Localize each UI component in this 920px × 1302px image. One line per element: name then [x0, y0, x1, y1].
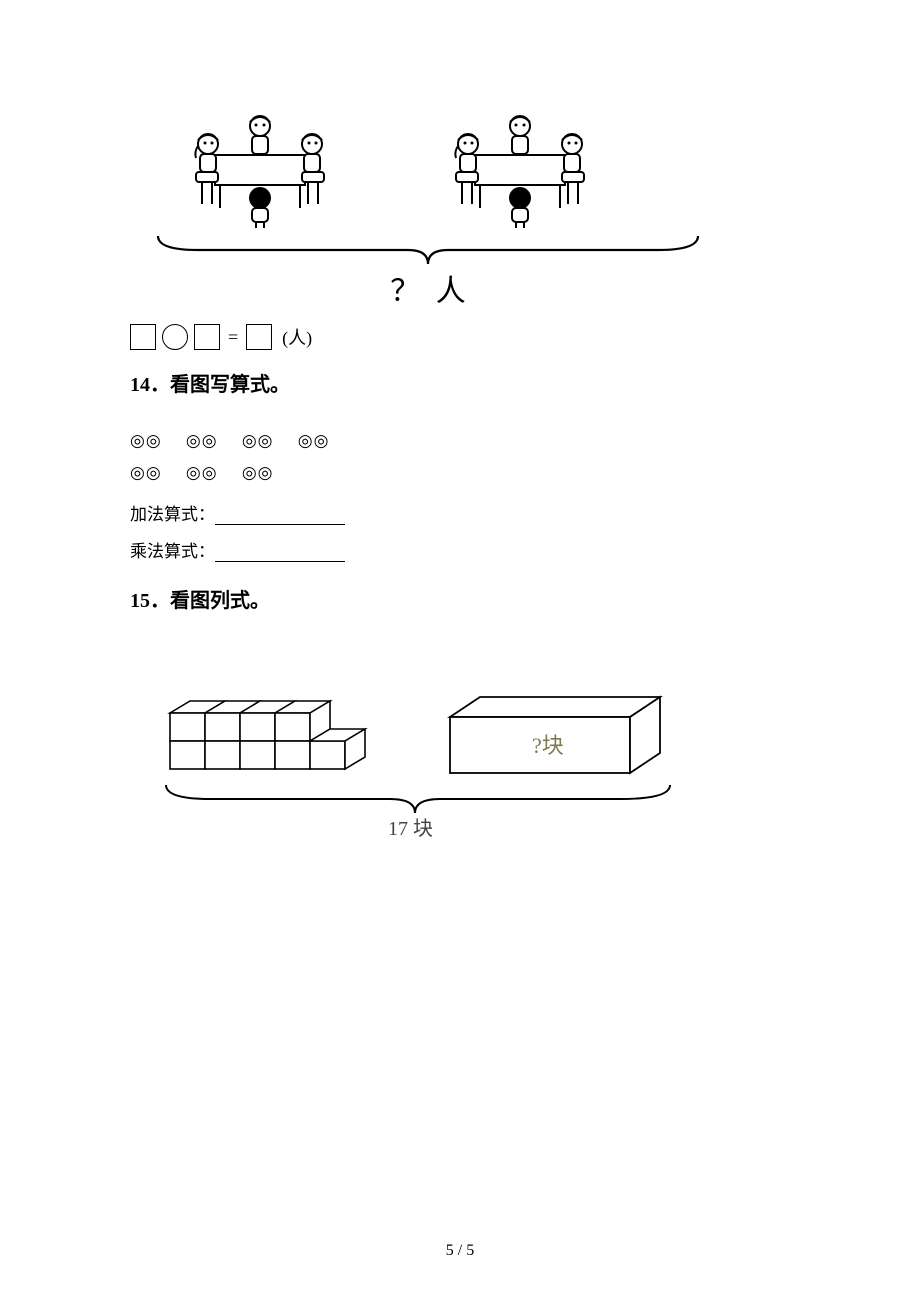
page-content: ？ 人 = (人) 14．看图写算式。 ◎◎ ◎◎ ◎◎ ◎◎ ◎◎ ◎◎ ◎◎… [130, 100, 790, 848]
multiplication-label: 乘法算式： [130, 542, 215, 561]
fill-blank[interactable] [215, 506, 345, 525]
addition-line: 加法算式： [130, 500, 790, 525]
equation-unit: (人) [282, 324, 312, 350]
total-label: 17 块 [388, 817, 433, 840]
pattern-group: ◎◎ [130, 425, 162, 457]
pattern-row: ◎◎ ◎◎ ◎◎ ◎◎ [130, 425, 790, 457]
kids-table-illustration [160, 100, 360, 230]
blank-box[interactable] [130, 324, 156, 350]
pattern-group: ◎◎ [242, 457, 274, 489]
tables-row [130, 100, 790, 230]
q15-title: 15．看图列式。 [130, 584, 790, 613]
pattern-row: ◎◎ ◎◎ ◎◎ [130, 457, 790, 489]
fill-blank[interactable] [215, 543, 345, 562]
equals-sign: = [226, 327, 240, 348]
blank-box[interactable] [194, 324, 220, 350]
blank-box[interactable] [246, 324, 272, 350]
page-footer: 5 / 5 [0, 1242, 920, 1260]
pattern-group: ◎◎ [186, 457, 218, 489]
kids-table-illustration [420, 100, 620, 230]
equation-blank-row: = (人) [130, 324, 790, 350]
q14-title: 14．看图写算式。 [130, 368, 790, 397]
right-box-label: ?块 [532, 733, 564, 758]
addition-label: 加法算式： [130, 505, 215, 524]
pattern-group: ◎◎ [242, 425, 274, 457]
pattern-group: ◎◎ [186, 425, 218, 457]
q14-pattern: ◎◎ ◎◎ ◎◎ ◎◎ ◎◎ ◎◎ ◎◎ [130, 425, 790, 490]
table-group-left [160, 100, 360, 230]
table-group-right [420, 100, 620, 230]
down-bracket [148, 230, 708, 268]
pattern-group: ◎◎ [298, 425, 330, 457]
multiplication-line: 乘法算式： [130, 537, 790, 562]
figure-blocks: ?块 17 块 [140, 673, 790, 848]
blank-operator-circle[interactable] [162, 324, 188, 350]
ask-people-label: ？ 人 [148, 266, 708, 310]
pattern-group: ◎◎ [130, 457, 162, 489]
figure-tables-groups: ？ 人 = (人) [130, 100, 790, 350]
